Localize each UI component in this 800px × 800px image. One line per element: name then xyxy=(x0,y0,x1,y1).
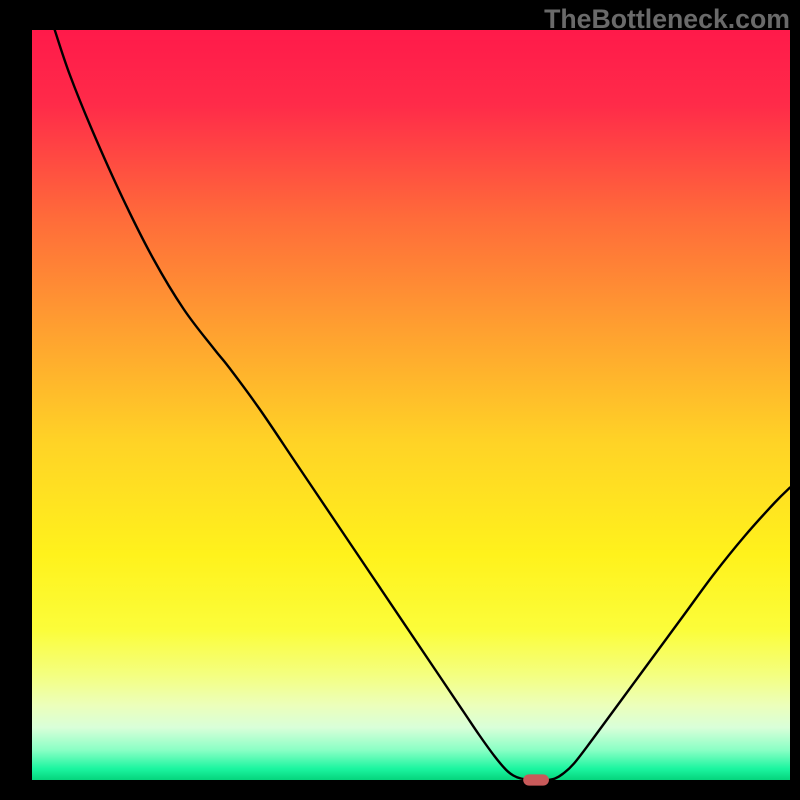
watermark-text: TheBottleneck.com xyxy=(544,4,790,35)
chart-svg xyxy=(0,0,800,800)
bottleneck-chart: TheBottleneck.com xyxy=(0,0,800,800)
optimal-marker xyxy=(523,774,549,785)
chart-background xyxy=(32,30,790,780)
